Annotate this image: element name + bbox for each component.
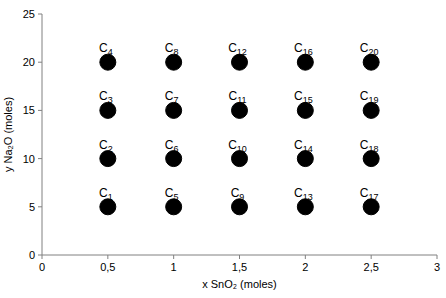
point-label: C7 <box>165 89 179 105</box>
label-main: C <box>165 41 174 55</box>
label-main: C <box>360 89 369 103</box>
points <box>100 54 379 215</box>
y-tick-label: 0 <box>29 249 35 261</box>
label-main: C <box>165 89 174 103</box>
point-label: C10 <box>228 138 247 154</box>
point-label: C13 <box>294 186 313 202</box>
point-label: C12 <box>228 41 247 57</box>
point-label: C14 <box>294 138 313 154</box>
x-tick <box>305 255 306 259</box>
x-axis-title: x SnO₂ (moles) <box>202 278 277 290</box>
label-sub: 4 <box>108 47 113 57</box>
y-tick-label: 15 <box>23 104 35 116</box>
label-sub: 16 <box>303 47 313 57</box>
y-axis <box>42 14 43 255</box>
x-tick-label: 2 <box>302 261 308 273</box>
label-main: C <box>99 41 108 55</box>
y-tick-label: 20 <box>23 56 35 68</box>
label-sub: 2 <box>108 144 113 154</box>
label-sub: 3 <box>108 95 113 105</box>
point-label: C8 <box>165 41 179 57</box>
point-label: C16 <box>294 41 313 57</box>
y-tick <box>38 110 42 111</box>
label-sub: 15 <box>303 95 313 105</box>
point-label: C9 <box>231 186 245 202</box>
label-sub: 6 <box>173 144 178 154</box>
label-main: C <box>165 186 174 200</box>
point-label: C4 <box>99 41 113 57</box>
point-labels: C1C2C3C4C5C6C7C8C9C10C11C12C13C14C15C16C… <box>99 41 379 202</box>
point-label: C6 <box>165 138 179 154</box>
point-label: C17 <box>360 186 379 202</box>
y-tick-label: 10 <box>23 153 35 165</box>
point-label: C19 <box>360 89 379 105</box>
x-tick-label: 0,5 <box>100 261 115 273</box>
y-tick-label: 25 <box>23 8 35 20</box>
x-tick-label: 1,5 <box>232 261 247 273</box>
point-label: C2 <box>99 138 113 154</box>
x-tick <box>42 255 43 259</box>
label-main: C <box>228 138 237 152</box>
label-sub: 14 <box>303 144 313 154</box>
label-main: C <box>360 186 369 200</box>
label-sub: 20 <box>368 47 378 57</box>
label-sub: 12 <box>237 47 247 57</box>
label-main: C <box>99 89 108 103</box>
x-tick <box>107 255 108 259</box>
label-sub: 5 <box>173 192 178 202</box>
y-tick <box>38 255 42 256</box>
point-label: C11 <box>228 89 246 105</box>
label-main: C <box>228 41 237 55</box>
y-tick <box>38 14 42 15</box>
label-main: C <box>360 41 369 55</box>
point-label: C1 <box>99 186 113 202</box>
label-sub: 8 <box>173 47 178 57</box>
x-tick <box>239 255 240 259</box>
x-tick <box>371 255 372 259</box>
chart: 00,511,522,530510152025x SnO₂ (moles)y N… <box>0 0 446 298</box>
label-sub: 17 <box>368 192 378 202</box>
x-tick-label: 3 <box>434 261 440 273</box>
point-label: C15 <box>294 89 313 105</box>
y-tick <box>38 206 42 207</box>
y-tick-label: 5 <box>29 201 35 213</box>
label-sub: 10 <box>237 144 247 154</box>
x-tick-label: 0 <box>39 261 45 273</box>
label-main: C <box>294 186 303 200</box>
y-tick <box>38 158 42 159</box>
label-main: C <box>294 41 303 55</box>
x-tick-label: 2,5 <box>364 261 379 273</box>
label-main: C <box>165 138 174 152</box>
point-label: C20 <box>360 41 379 57</box>
label-sub: 18 <box>368 144 378 154</box>
x-tick-label: 1 <box>171 261 177 273</box>
label-main: C <box>228 89 237 103</box>
label-sub: 19 <box>368 95 378 105</box>
label-sub: 9 <box>239 192 244 202</box>
label-main: C <box>294 89 303 103</box>
y-tick <box>38 62 42 63</box>
x-tick <box>437 255 438 259</box>
label-sub: 11 <box>237 95 246 105</box>
label-main: C <box>294 138 303 152</box>
label-sub: 1 <box>108 192 113 202</box>
label-main: C <box>99 186 108 200</box>
label-main: C <box>99 138 108 152</box>
y-axis-title: y Na₂O (moles) <box>2 97 14 172</box>
label-sub: 7 <box>173 95 178 105</box>
label-main: C <box>360 138 369 152</box>
point-label: C18 <box>360 138 379 154</box>
point-label: C5 <box>165 186 179 202</box>
label-main: C <box>231 186 240 200</box>
label-sub: 13 <box>303 192 313 202</box>
point-label: C3 <box>99 89 113 105</box>
x-tick <box>173 255 174 259</box>
